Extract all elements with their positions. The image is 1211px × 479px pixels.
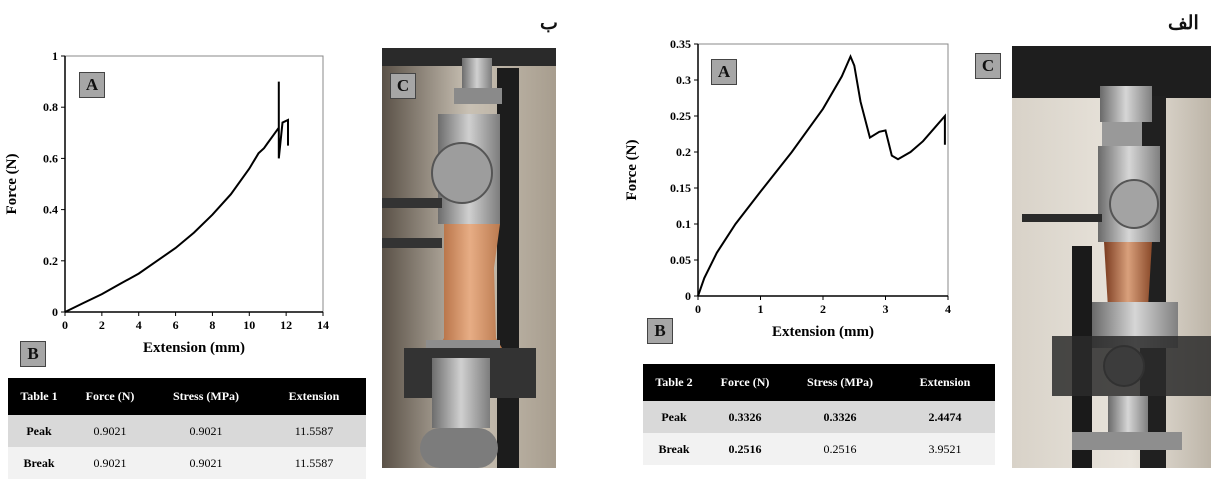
table-row: Peak 0.3326 0.3326 2.4474 — [643, 401, 995, 433]
y-tick-label: 0.2 — [676, 145, 691, 159]
panel-label-A-2: A — [711, 59, 737, 85]
y-tick-label: 0.3 — [676, 73, 691, 87]
table-cell: 0.2516 — [785, 433, 895, 465]
table-header-cell: Stress (MPa) — [150, 378, 262, 415]
table-header-cell: Extension — [262, 378, 366, 415]
table-header-cell: Force (N) — [70, 378, 150, 415]
table-row: Peak 0.9021 0.9021 11.5587 — [8, 415, 366, 447]
table-cell: 11.5587 — [262, 415, 366, 447]
y-axis-label: Force (N) — [4, 154, 20, 215]
x-tick-label: 1 — [758, 302, 764, 316]
panel-label-B-1: B — [20, 341, 46, 367]
table-row: Break 0.9021 0.9021 11.5587 — [8, 447, 366, 479]
y-tick-label: 0.35 — [670, 37, 691, 51]
x-tick-label: 0 — [62, 318, 68, 332]
y-tick-label: 0.8 — [43, 100, 58, 114]
series-line — [64, 81, 289, 313]
y-axis-label: Force (N) — [624, 140, 640, 201]
x-axis-label: Extension (mm) — [772, 324, 874, 340]
y-tick-label: 0 — [685, 289, 691, 303]
table-row: Break 0.2516 0.2516 3.9521 — [643, 433, 995, 465]
x-tick-label: 14 — [317, 318, 329, 332]
panel-label-C-1: C — [390, 73, 416, 99]
tensile-test-photo-1 — [382, 48, 556, 468]
results-table-2: Table 2 Force (N) Stress (MPa) Extension… — [643, 364, 995, 465]
y-tick-label: 0.15 — [670, 181, 691, 195]
table-cell: 0.9021 — [150, 447, 262, 479]
table-cell: Break — [643, 433, 705, 465]
table-header-cell: Table 2 — [643, 364, 705, 401]
x-tick-label: 4 — [945, 302, 951, 316]
table-cell: Peak — [8, 415, 70, 447]
table-header-row: Table 2 Force (N) Stress (MPa) Extension — [643, 364, 995, 401]
y-tick-label: 0.6 — [43, 151, 58, 165]
table-cell: 0.2516 — [705, 433, 785, 465]
table-cell: 0.9021 — [70, 415, 150, 447]
panel-label-A-1: A — [79, 72, 105, 98]
y-tick-label: 0.4 — [43, 203, 58, 217]
x-tick-label: 4 — [136, 318, 142, 332]
table-cell: 11.5587 — [262, 447, 366, 479]
panel-label-C-2: C — [975, 53, 1001, 79]
x-tick-label: 3 — [883, 302, 889, 316]
table-cell: 0.3326 — [705, 401, 785, 433]
force-extension-chart-2: 0 1 2 3 4 0 0.05 0.1 0.15 0.2 0.25 0.3 0.35 Extension… — [624, 37, 951, 340]
table-header-row: Table 1 Force (N) Stress (MPa) Extension — [8, 378, 366, 415]
x-tick-label: 12 — [280, 318, 292, 332]
table-cell: Break — [8, 447, 70, 479]
y-tick-label: 1 — [52, 49, 58, 63]
y-tick-label: 0.25 — [670, 109, 691, 123]
table-header-cell: Stress (MPa) — [785, 364, 895, 401]
y-tick-label: 0.1 — [676, 217, 691, 231]
table-cell: 2.4474 — [895, 401, 995, 433]
tensile-test-photo-2 — [1012, 46, 1211, 468]
x-tick-label: 2 — [99, 318, 105, 332]
table-cell: Peak — [643, 401, 705, 433]
y-tick-label: 0.2 — [43, 254, 58, 268]
force-extension-chart-1: 0 2 4 6 8 10 12 14 0 0.2 0.4 0.6 0.8 1 Extension (mm) F… — [4, 49, 329, 356]
table-header-cell: Table 1 — [8, 378, 70, 415]
x-tick-label: 0 — [695, 302, 701, 316]
x-tick-label: 10 — [243, 318, 255, 332]
x-tick-label: 8 — [209, 318, 215, 332]
panel-label-B-2: B — [647, 318, 673, 344]
x-tick-label: 2 — [820, 302, 826, 316]
x-axis-label: Extension (mm) — [143, 340, 245, 356]
x-tick-label: 6 — [173, 318, 179, 332]
table-cell: 0.9021 — [70, 447, 150, 479]
table-cell: 3.9521 — [895, 433, 995, 465]
table-header-cell: Force (N) — [705, 364, 785, 401]
results-table-1: Table 1 Force (N) Stress (MPa) Extension… — [8, 378, 366, 479]
y-tick-label: 0 — [52, 305, 58, 319]
table-header-cell: Extension — [895, 364, 995, 401]
panel-tag-right: الف — [1168, 13, 1199, 34]
table-cell: 0.9021 — [150, 415, 262, 447]
series-line — [697, 53, 946, 297]
y-tick-label: 0.05 — [670, 253, 691, 267]
panel-tag-left: ب — [540, 13, 558, 34]
table-cell: 0.3326 — [785, 401, 895, 433]
